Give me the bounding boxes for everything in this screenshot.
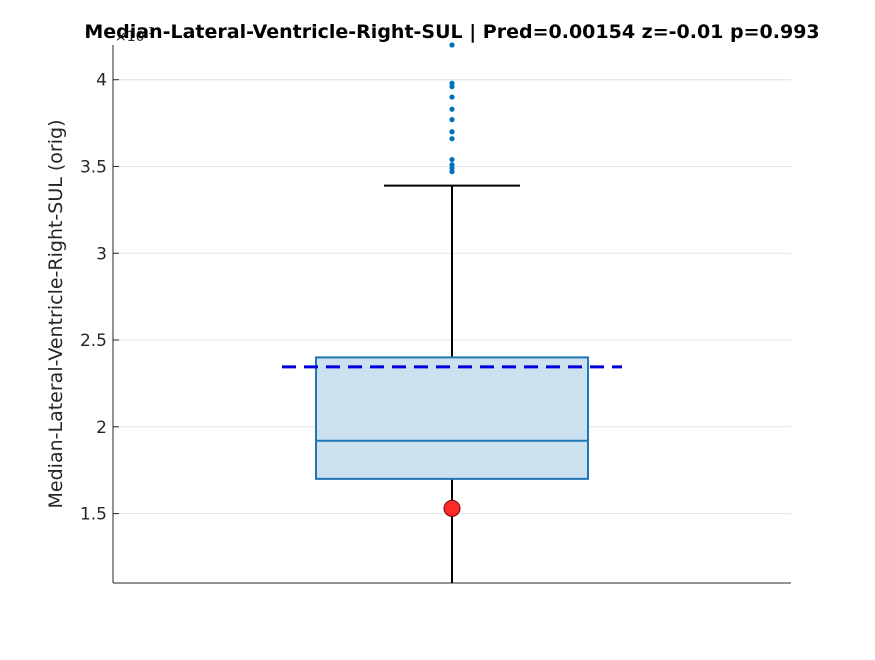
outlier-point (449, 94, 455, 100)
outlier-point (449, 156, 455, 163)
axis-exponent: ×10-3 (115, 26, 155, 45)
y-tick-label: 3 (96, 244, 107, 264)
outlier-point (449, 106, 455, 112)
y-tick-label: 2.5 (80, 331, 107, 351)
y-tick-label: 3.5 (80, 157, 107, 177)
outliers (449, 42, 455, 175)
outlier-point (449, 42, 455, 48)
outlier-point (449, 162, 455, 168)
y-tick-label: 1.5 (80, 505, 107, 525)
outlier-point (449, 136, 455, 142)
boxplot-group (315, 184, 589, 583)
y-ticks: 1.5 2 2.5 3 3.5 4 (80, 71, 119, 525)
subject-marker (443, 499, 461, 517)
outlier-point (449, 117, 455, 123)
chart-title: Median-Lateral-Ventricle-Right-SUL | Pre… (84, 21, 819, 43)
outlier-point (449, 80, 455, 86)
markers (282, 365, 622, 517)
y-axis-label: Median-Lateral-Ventricle-Right-SUL (orig… (45, 120, 67, 509)
iqr-box (315, 356, 589, 480)
y-tick-label: 4 (96, 71, 107, 91)
outlier-point (449, 129, 455, 135)
y-tick-label: 2 (96, 418, 107, 438)
